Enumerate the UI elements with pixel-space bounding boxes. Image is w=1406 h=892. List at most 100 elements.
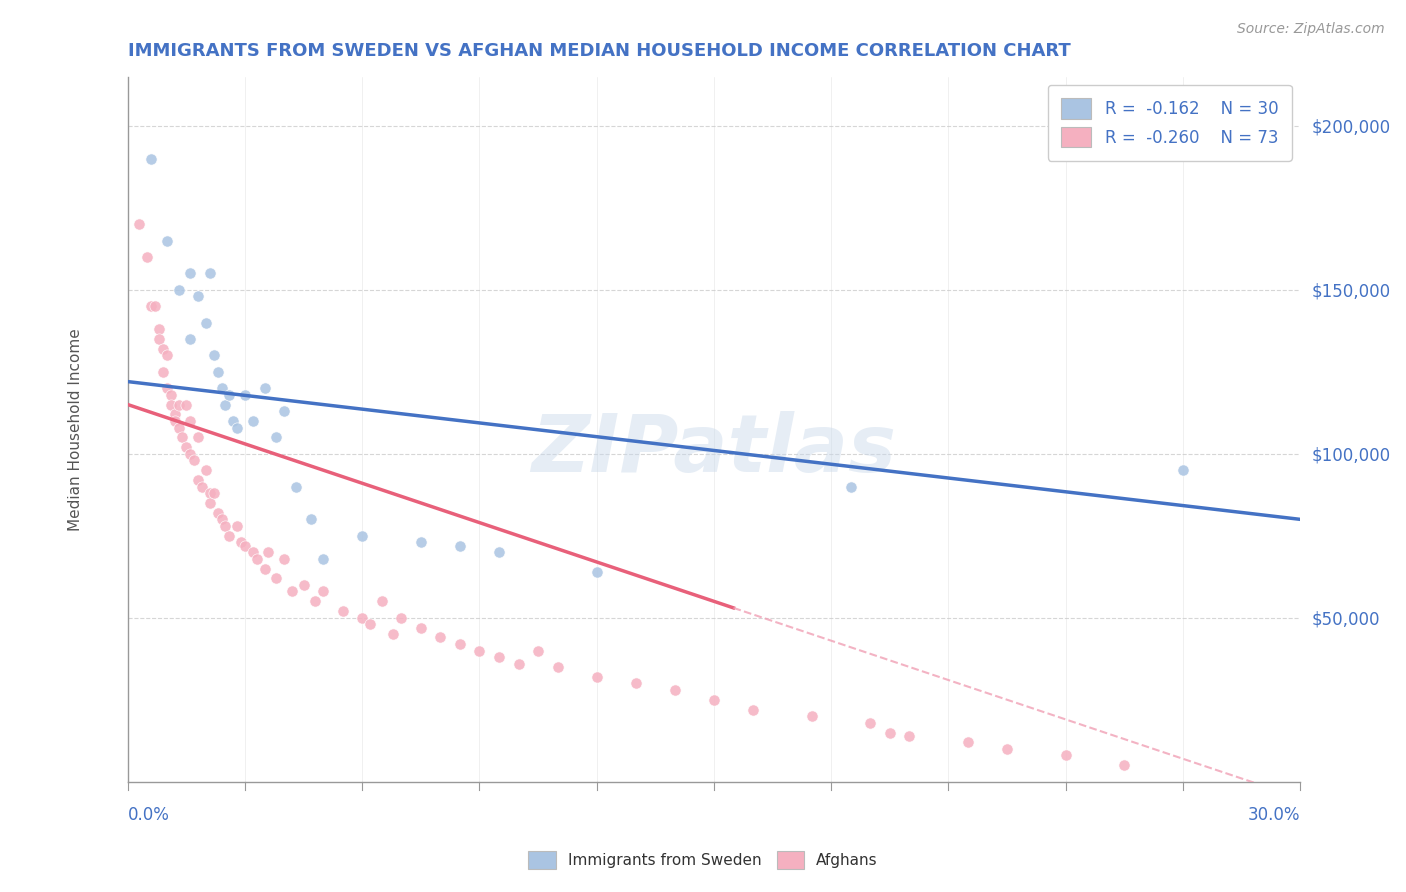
Point bbox=[409, 535, 432, 549]
Point bbox=[429, 631, 451, 645]
Point bbox=[284, 479, 307, 493]
Point bbox=[167, 398, 190, 412]
Point bbox=[226, 519, 249, 533]
Point bbox=[624, 676, 647, 690]
Text: IMMIGRANTS FROM SWEDEN VS AFGHAN MEDIAN HOUSEHOLD INCOME CORRELATION CHART: IMMIGRANTS FROM SWEDEN VS AFGHAN MEDIAN … bbox=[128, 42, 1070, 60]
Point bbox=[527, 643, 550, 657]
Point bbox=[163, 414, 186, 428]
Point bbox=[273, 551, 295, 566]
Point bbox=[242, 545, 264, 559]
Point bbox=[141, 152, 163, 166]
Point bbox=[468, 643, 491, 657]
Point bbox=[148, 322, 170, 336]
Point bbox=[664, 682, 686, 697]
Text: Median Household Income: Median Household Income bbox=[67, 327, 83, 531]
Point bbox=[194, 316, 217, 330]
Point bbox=[156, 348, 179, 362]
Point bbox=[211, 381, 233, 395]
Point bbox=[898, 729, 921, 743]
Point bbox=[152, 342, 174, 356]
Point bbox=[703, 692, 725, 706]
Point bbox=[352, 529, 374, 543]
Point bbox=[222, 414, 245, 428]
Point bbox=[179, 447, 201, 461]
Point bbox=[128, 217, 150, 231]
Point bbox=[273, 404, 295, 418]
Point bbox=[1054, 748, 1077, 763]
Point bbox=[956, 735, 979, 749]
Point bbox=[179, 414, 201, 428]
Point bbox=[253, 561, 276, 575]
Point bbox=[226, 420, 249, 434]
Point bbox=[352, 611, 374, 625]
Point bbox=[156, 381, 179, 395]
Point bbox=[194, 463, 217, 477]
Point bbox=[253, 381, 276, 395]
Point bbox=[207, 506, 229, 520]
Point bbox=[159, 388, 181, 402]
Point bbox=[281, 584, 304, 599]
Point bbox=[257, 545, 280, 559]
Point bbox=[312, 551, 335, 566]
Legend: R =  -0.162    N = 30, R =  -0.260    N = 73: R = -0.162 N = 30, R = -0.260 N = 73 bbox=[1047, 85, 1292, 161]
Point bbox=[198, 266, 221, 280]
Point bbox=[207, 365, 229, 379]
Point bbox=[389, 611, 412, 625]
Point bbox=[148, 332, 170, 346]
Point bbox=[488, 545, 510, 559]
Point bbox=[198, 496, 221, 510]
Point bbox=[179, 266, 201, 280]
Point bbox=[167, 283, 190, 297]
Point bbox=[246, 551, 269, 566]
Point bbox=[159, 398, 181, 412]
Point bbox=[163, 408, 186, 422]
Point bbox=[191, 479, 214, 493]
Point bbox=[1171, 463, 1194, 477]
Point bbox=[141, 299, 163, 313]
Point bbox=[449, 539, 471, 553]
Point bbox=[136, 250, 159, 264]
Point bbox=[233, 539, 256, 553]
Text: 0.0%: 0.0% bbox=[128, 806, 170, 824]
Text: 30.0%: 30.0% bbox=[1247, 806, 1301, 824]
Point bbox=[292, 578, 315, 592]
Point bbox=[264, 571, 287, 585]
Point bbox=[172, 430, 194, 444]
Point bbox=[242, 414, 264, 428]
Point bbox=[742, 702, 765, 716]
Point bbox=[332, 604, 354, 618]
Point bbox=[187, 430, 209, 444]
Point bbox=[152, 365, 174, 379]
Point bbox=[488, 650, 510, 665]
Point bbox=[371, 594, 394, 608]
Point bbox=[585, 670, 607, 684]
Legend: Immigrants from Sweden, Afghans: Immigrants from Sweden, Afghans bbox=[522, 845, 884, 875]
Point bbox=[218, 529, 240, 543]
Point bbox=[1114, 758, 1136, 772]
Point bbox=[995, 742, 1018, 756]
Text: ZIPatlas: ZIPatlas bbox=[531, 411, 897, 490]
Point bbox=[211, 512, 233, 526]
Point bbox=[304, 594, 326, 608]
Point bbox=[214, 519, 236, 533]
Point bbox=[229, 535, 252, 549]
Point bbox=[359, 617, 381, 632]
Point bbox=[547, 660, 569, 674]
Point bbox=[301, 512, 323, 526]
Text: Source: ZipAtlas.com: Source: ZipAtlas.com bbox=[1237, 22, 1385, 37]
Point bbox=[585, 565, 607, 579]
Point bbox=[176, 398, 198, 412]
Point bbox=[508, 657, 530, 671]
Point bbox=[214, 398, 236, 412]
Point bbox=[202, 348, 225, 362]
Point bbox=[800, 709, 823, 723]
Point bbox=[449, 637, 471, 651]
Point bbox=[187, 473, 209, 487]
Point bbox=[198, 486, 221, 500]
Point bbox=[179, 332, 201, 346]
Point bbox=[156, 234, 179, 248]
Point bbox=[859, 715, 882, 730]
Point bbox=[839, 479, 862, 493]
Point bbox=[409, 621, 432, 635]
Point bbox=[264, 430, 287, 444]
